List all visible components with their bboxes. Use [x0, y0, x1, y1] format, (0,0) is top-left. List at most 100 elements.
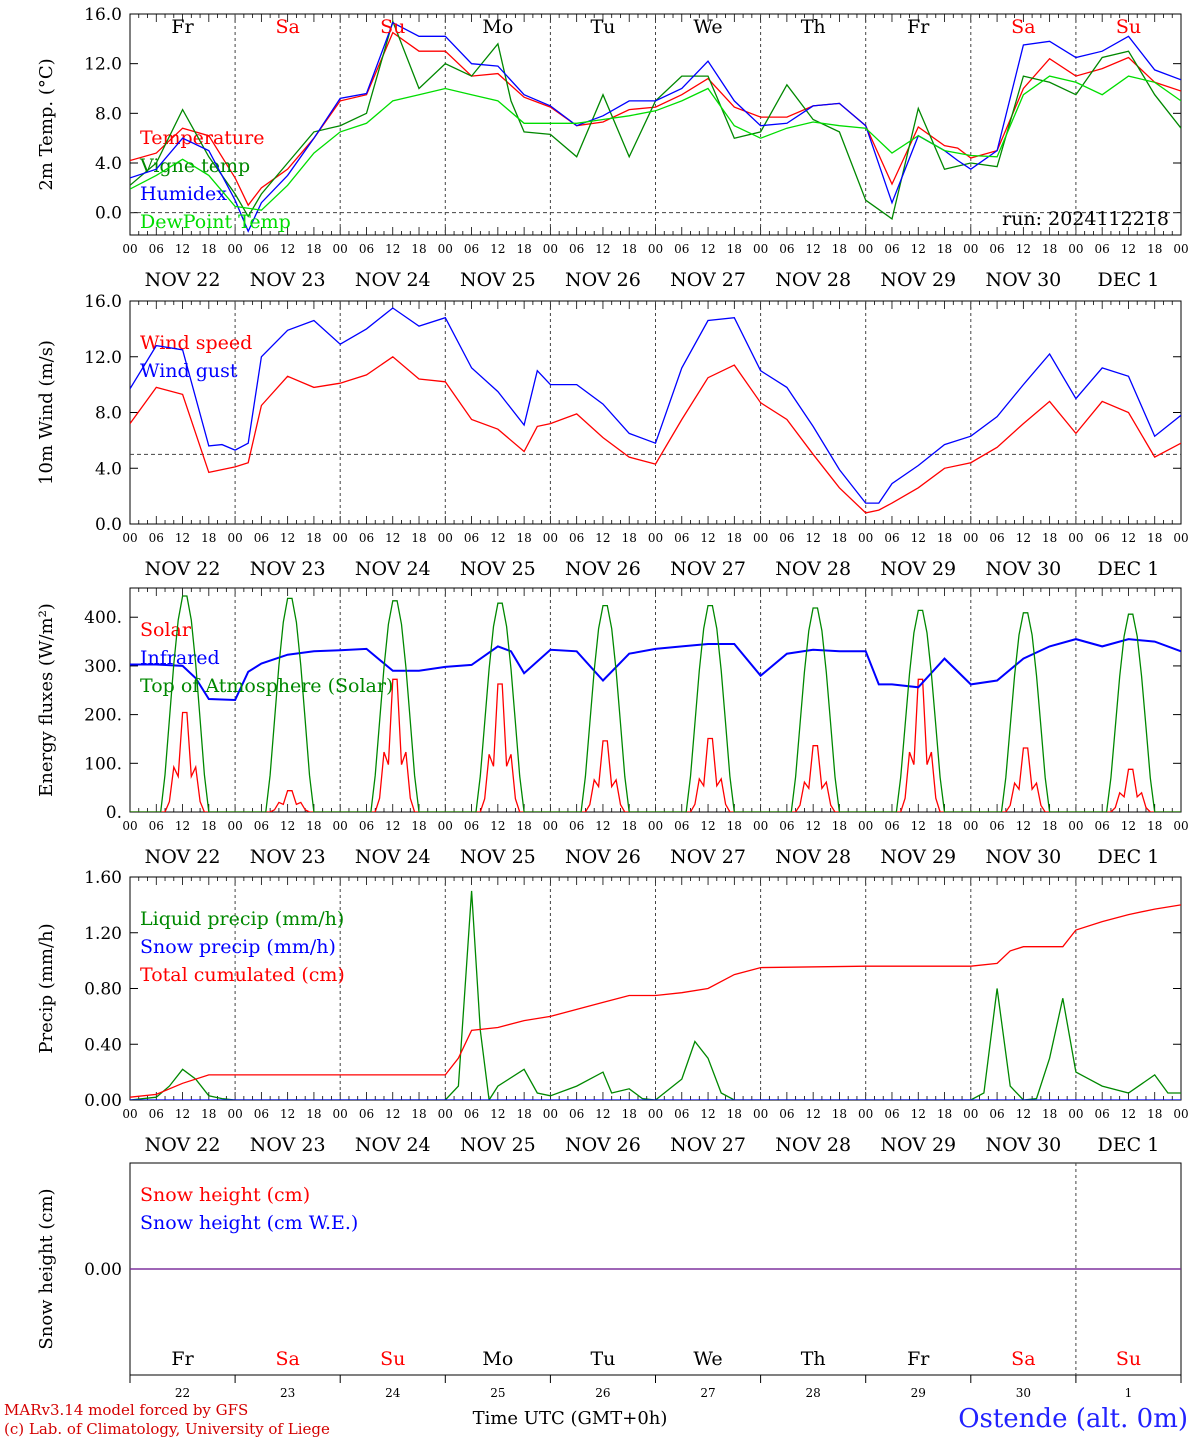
date-label: NOV 27 [670, 558, 746, 580]
panel-5: 0.00 Snow height (cm) Snow height (cm) Snow… [36, 1162, 1182, 1400]
hour-tick-label: 06 [569, 1107, 584, 1121]
hour-tick-label: 00 [753, 1107, 768, 1121]
hour-tick-label: 18 [937, 1107, 952, 1121]
hour-tick-label: 06 [254, 242, 269, 256]
panel-2: 0.0 4.0 8.0 12.0 16.0 10m Wind (m/s) Wind spee… [36, 292, 1189, 580]
date-label: NOV 25 [460, 1134, 536, 1156]
date-label: NOV 29 [880, 269, 956, 291]
date-label: NOV 22 [145, 558, 221, 580]
date-label: NOV 30 [985, 558, 1061, 580]
date-label: NOV 30 [985, 846, 1061, 868]
hour-tick-label: 12 [280, 531, 295, 545]
hour-tick-label: 06 [989, 819, 1004, 833]
day-number-label: 22 [175, 1386, 190, 1400]
hour-tick-label: 00 [1173, 819, 1188, 833]
y-tick-label: 8.0 [95, 404, 122, 424]
hour-tick-label: 18 [622, 1107, 637, 1121]
hour-tick-label: 00 [333, 531, 348, 545]
hour-tick-label: 12 [806, 1107, 821, 1121]
hour-tick-label: 06 [779, 531, 794, 545]
y-tick-label: 0.0 [95, 515, 122, 535]
panel-1: 0.04.08.012.016.02m Temp. (°C) Temperatur… [36, 5, 1189, 291]
hour-tick-label: 06 [1095, 819, 1110, 833]
y-tick-label: 0. [106, 803, 122, 823]
legend-entry: Liquid precip (mm/h) [140, 908, 344, 930]
day-number-label: 29 [911, 1386, 926, 1400]
series-line-2 [130, 307, 1181, 504]
date-label: DEC 1 [1098, 1134, 1160, 1156]
hour-tick-label: 12 [700, 531, 715, 545]
hour-tick-label: 18 [832, 819, 847, 833]
day-of-week-label: Sa [275, 16, 299, 38]
hour-tick-label: 18 [832, 1107, 847, 1121]
hour-tick-label: 18 [516, 531, 531, 545]
date-label: NOV 22 [145, 846, 221, 868]
date-label: NOV 23 [250, 846, 326, 868]
day-of-week-label: Sa [1011, 1348, 1035, 1370]
hour-tick-label: 06 [674, 819, 689, 833]
y-tick-label: 1.20 [84, 924, 122, 944]
hour-tick-label: 12 [175, 242, 190, 256]
hour-tick-label: 12 [280, 819, 295, 833]
date-label: NOV 23 [250, 1134, 326, 1156]
hour-tick-label: 06 [569, 242, 584, 256]
legend-entry: Snow height (cm W.E.) [140, 1212, 358, 1234]
day-of-week-label: Fr [171, 16, 194, 38]
day-of-week-label: Fr [171, 1348, 194, 1370]
hour-tick-label: 12 [1016, 242, 1031, 256]
hour-tick-label: 18 [516, 819, 531, 833]
hour-tick-label: 12 [490, 242, 505, 256]
hour-tick-label: 12 [385, 531, 400, 545]
day-of-week-label: Tu [590, 16, 615, 38]
hour-tick-label: 00 [227, 819, 242, 833]
legend-entry: Top of Atmosphere (Solar) [140, 675, 393, 697]
hour-tick-label: 00 [858, 819, 873, 833]
hour-tick-label: 00 [1173, 242, 1188, 256]
date-label: NOV 26 [565, 846, 641, 868]
hour-tick-label: 12 [175, 1107, 190, 1121]
hour-tick-label: 18 [832, 531, 847, 545]
hour-tick-label: 12 [595, 1107, 610, 1121]
hour-tick-label: 00 [963, 242, 978, 256]
credit-line-2: (c) Lab. of Climatology, University of L… [4, 1420, 330, 1438]
hour-tick-label: 00 [543, 1107, 558, 1121]
hour-tick-label: 00 [438, 1107, 453, 1121]
plot-frame [129, 300, 1182, 525]
y-tick-label: 400. [84, 608, 122, 628]
hour-tick-label: 00 [963, 1107, 978, 1121]
series-line-3 [130, 595, 1181, 812]
hour-tick-label: 18 [832, 242, 847, 256]
hour-tick-label: 06 [779, 1107, 794, 1121]
legend-entry: Wind gust [140, 360, 238, 382]
day-of-week-label: Su [380, 1348, 405, 1370]
y-axis-label: Energy fluxes (W/m²) [36, 603, 57, 797]
day-number-label: 25 [490, 1386, 505, 1400]
date-label: NOV 24 [355, 558, 431, 580]
hour-tick-label: 00 [543, 531, 558, 545]
date-label: NOV 26 [565, 269, 641, 291]
hour-tick-label: 06 [254, 1107, 269, 1121]
series-line-3 [130, 904, 1181, 1098]
hour-tick-label: 18 [1042, 819, 1057, 833]
day-of-week-label: Su [1116, 16, 1141, 38]
hour-tick-label: 12 [1016, 531, 1031, 545]
series-line-2 [130, 19, 1181, 220]
station-name: Ostende (alt. 0m) [958, 1404, 1188, 1434]
y-tick-label: 12.0 [84, 348, 122, 368]
hour-tick-label: 12 [280, 1107, 295, 1121]
hour-tick-label: 00 [333, 242, 348, 256]
hour-tick-label: 18 [411, 242, 426, 256]
date-label: NOV 24 [355, 269, 431, 291]
y-tick-label: 16.0 [84, 292, 122, 312]
hour-tick-label: 12 [911, 1107, 926, 1121]
hour-tick-label: 12 [175, 531, 190, 545]
chart-panels: 0.04.08.012.016.02m Temp. (°C) Temperatur… [36, 5, 1189, 1400]
hour-tick-label: 00 [227, 1107, 242, 1121]
hour-tick-label: 06 [1095, 531, 1110, 545]
hour-tick-label: 06 [884, 819, 899, 833]
hour-tick-label: 18 [516, 1107, 531, 1121]
hour-tick-label: 18 [306, 1107, 321, 1121]
hour-tick-label: 06 [989, 531, 1004, 545]
hour-tick-label: 06 [674, 1107, 689, 1121]
hour-tick-label: 06 [779, 819, 794, 833]
